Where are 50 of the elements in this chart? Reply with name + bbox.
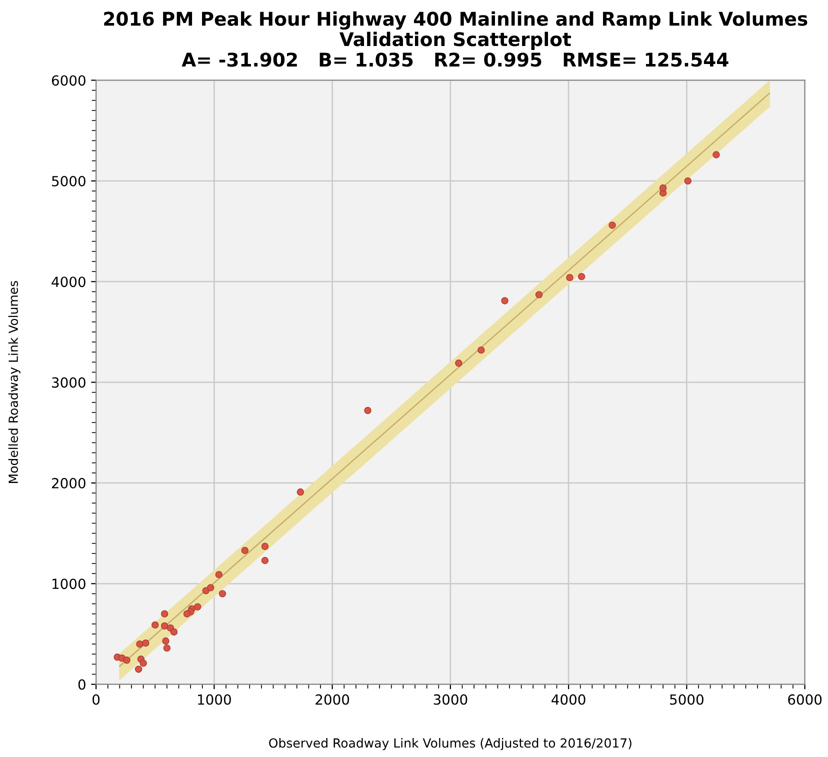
chart-subtitle: Validation Scatterplot xyxy=(339,32,572,50)
point xyxy=(455,360,462,367)
y-tick-label: 5000 xyxy=(52,176,86,186)
point xyxy=(163,644,171,652)
point xyxy=(123,656,130,664)
point xyxy=(134,666,142,673)
y-tick-label: 0 xyxy=(78,679,86,690)
x-tick-label: 3000 xyxy=(434,694,468,705)
y-axis-title: Modelled Roadway Link Volumes xyxy=(8,281,20,483)
point xyxy=(659,184,667,192)
point xyxy=(160,610,168,618)
y-tick-label: 1000 xyxy=(52,578,86,590)
point xyxy=(194,603,202,610)
y-tick-label: 3000 xyxy=(52,377,86,388)
point xyxy=(501,297,508,304)
x-tick-label: 0 xyxy=(92,694,100,705)
point xyxy=(140,660,147,667)
point xyxy=(684,177,692,185)
x-tick-label: 2000 xyxy=(316,694,350,705)
x-tick-label: 5000 xyxy=(670,694,704,705)
x-tick-label: 1000 xyxy=(198,694,231,705)
point xyxy=(578,272,586,280)
point xyxy=(162,637,170,645)
point xyxy=(535,291,543,298)
point xyxy=(218,590,226,598)
point xyxy=(170,628,178,636)
text: A= -31.902 B= 1.035 R2= 0.995 RMSE= 125.544 xyxy=(182,52,728,67)
point xyxy=(142,639,150,647)
point xyxy=(608,222,616,229)
point xyxy=(478,346,485,354)
point xyxy=(296,488,304,496)
point xyxy=(261,542,269,550)
point xyxy=(183,610,191,618)
point xyxy=(215,570,223,578)
y-tick-label: 6000 xyxy=(52,75,86,86)
point xyxy=(261,556,269,564)
chart-title: 2016 PM Peak Hour Highway 400 Mainline and Ramp Link Volumes xyxy=(104,11,808,30)
point xyxy=(364,406,372,414)
x-tick-label: 4000 xyxy=(552,694,586,705)
x-tick-label: 6000 xyxy=(788,694,822,705)
point xyxy=(136,640,144,648)
x-axis-title: Observed Roadway Link Volumes (Adjusted to 2016/2017) xyxy=(269,738,632,750)
point xyxy=(241,546,248,554)
point xyxy=(207,584,214,592)
y-tick-label: 2000 xyxy=(52,478,86,488)
point xyxy=(712,151,720,158)
point xyxy=(152,621,159,629)
y-tick-label: 4000 xyxy=(52,276,86,288)
point xyxy=(160,622,168,630)
point xyxy=(566,274,574,282)
